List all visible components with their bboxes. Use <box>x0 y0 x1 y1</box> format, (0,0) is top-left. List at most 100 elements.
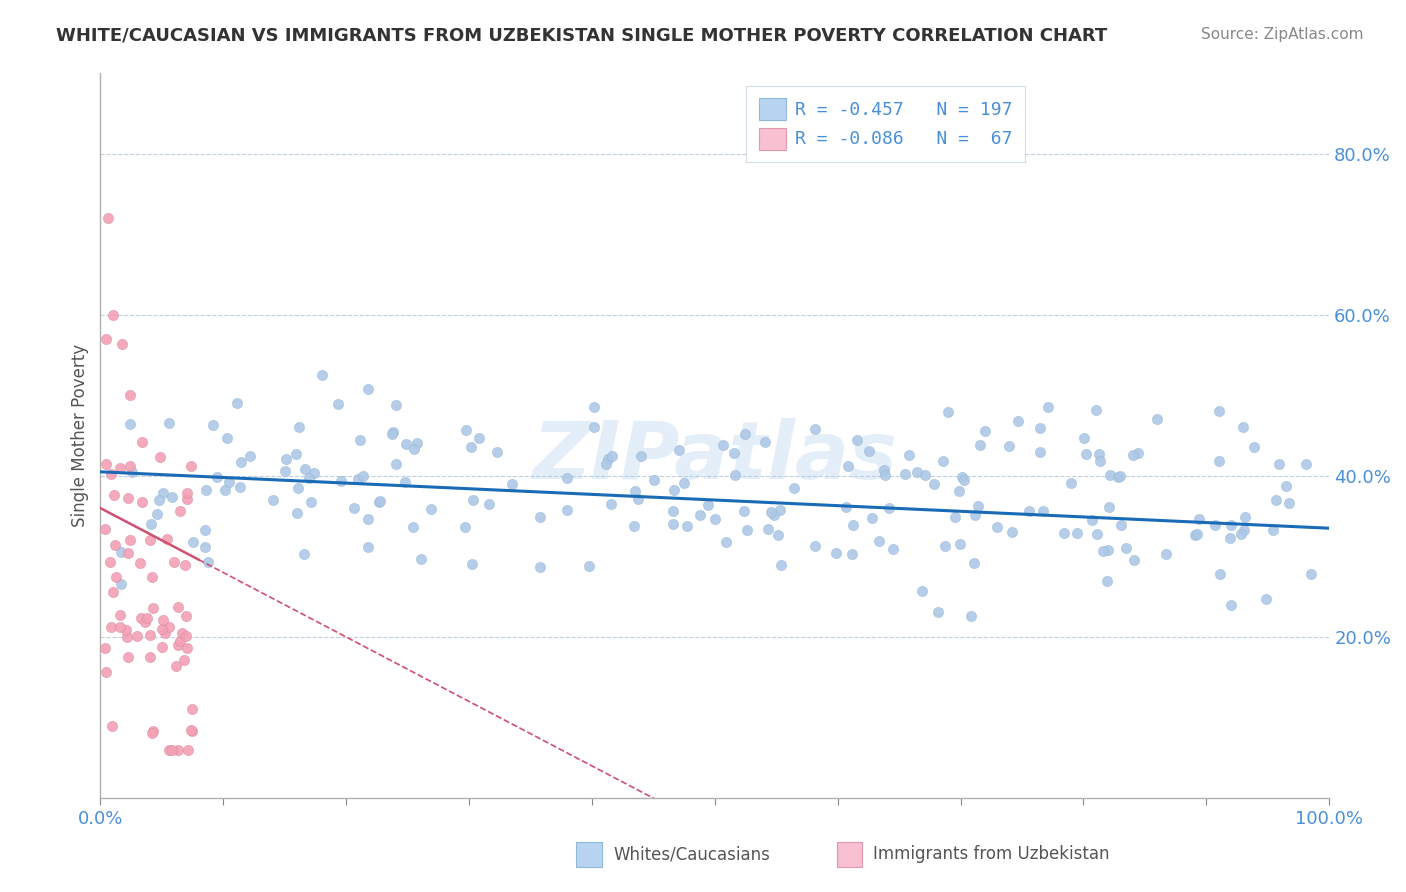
Point <box>94 665 117 679</box>
Point <box>595 457 617 471</box>
Point <box>128 556 150 570</box>
Point <box>453 519 475 533</box>
Point <box>1115 541 1137 555</box>
Point <box>963 556 986 570</box>
Point <box>343 501 366 516</box>
Point <box>406 436 429 450</box>
Point <box>110 545 132 559</box>
Point <box>1219 531 1241 545</box>
Point <box>723 467 745 482</box>
Text: WHITE/CAUCASIAN VS IMMIGRANTS FROM UZBEKISTAN SINGLE MOTHER POVERTY CORRELATION : WHITE/CAUCASIAN VS IMMIGRANTS FROM UZBEK… <box>56 27 1108 45</box>
Point <box>288 420 311 434</box>
Point <box>96 332 118 346</box>
Point <box>111 336 134 351</box>
Point <box>1001 525 1024 540</box>
Point <box>150 640 173 654</box>
Point <box>148 493 170 508</box>
Point <box>711 437 734 451</box>
Point <box>911 583 934 598</box>
Point <box>1208 454 1230 468</box>
Point <box>298 471 321 485</box>
Point <box>716 535 738 549</box>
Point <box>1028 421 1050 435</box>
Point <box>1233 510 1256 524</box>
Point <box>960 609 983 624</box>
Point <box>108 460 131 475</box>
Point <box>1097 542 1119 557</box>
Point <box>555 503 578 517</box>
Point <box>967 499 990 513</box>
Point <box>357 540 380 554</box>
Point <box>173 653 195 667</box>
Point <box>1208 404 1230 418</box>
Point <box>131 434 153 449</box>
Point <box>152 613 174 627</box>
Point <box>1204 518 1226 533</box>
Point <box>136 611 159 625</box>
Point <box>1220 518 1243 533</box>
Point <box>330 475 353 489</box>
Point <box>825 545 848 559</box>
Point <box>108 608 131 623</box>
Point <box>598 451 620 466</box>
Point <box>131 494 153 508</box>
Point <box>689 508 711 522</box>
Point <box>152 486 174 500</box>
Point <box>875 467 897 482</box>
Point <box>100 467 122 481</box>
Point <box>284 447 307 461</box>
Point <box>804 422 827 436</box>
Point <box>194 524 217 538</box>
Point <box>201 418 224 433</box>
Point <box>382 425 405 439</box>
Point <box>105 570 128 584</box>
Point <box>1098 467 1121 482</box>
Point <box>1097 500 1119 514</box>
Point <box>167 600 190 615</box>
Point <box>117 491 139 505</box>
Point <box>478 497 501 511</box>
Point <box>108 620 131 634</box>
Point <box>180 458 202 473</box>
Point <box>624 484 647 499</box>
Point <box>357 382 380 396</box>
Point <box>905 466 928 480</box>
Point <box>1126 446 1149 460</box>
Point <box>402 520 425 534</box>
Point <box>194 540 217 554</box>
Point <box>218 475 240 490</box>
Point <box>156 533 179 547</box>
Point <box>117 630 139 644</box>
Point <box>461 493 484 508</box>
Point <box>662 504 685 518</box>
Point <box>965 508 987 522</box>
Point <box>328 397 350 411</box>
Point <box>368 494 391 508</box>
Point <box>101 308 124 322</box>
Point <box>1029 444 1052 458</box>
Point <box>149 450 172 464</box>
Point <box>704 511 727 525</box>
Point <box>100 619 122 633</box>
Point <box>673 475 696 490</box>
Point <box>110 576 132 591</box>
Text: Source: ZipAtlas.com: Source: ZipAtlas.com <box>1201 27 1364 42</box>
Point <box>1073 431 1095 445</box>
Point <box>176 486 198 500</box>
Point <box>292 547 315 561</box>
Point <box>197 555 219 569</box>
Point <box>141 570 163 584</box>
Point <box>229 455 252 469</box>
Point <box>555 471 578 485</box>
Point <box>668 442 690 457</box>
Point <box>368 495 391 509</box>
Point <box>485 445 508 459</box>
Point <box>529 509 551 524</box>
Point <box>285 506 308 520</box>
Point <box>239 449 262 463</box>
Point <box>769 558 792 572</box>
Point <box>1007 414 1029 428</box>
Point <box>181 535 204 549</box>
Point <box>922 477 945 491</box>
Point <box>1243 440 1265 454</box>
